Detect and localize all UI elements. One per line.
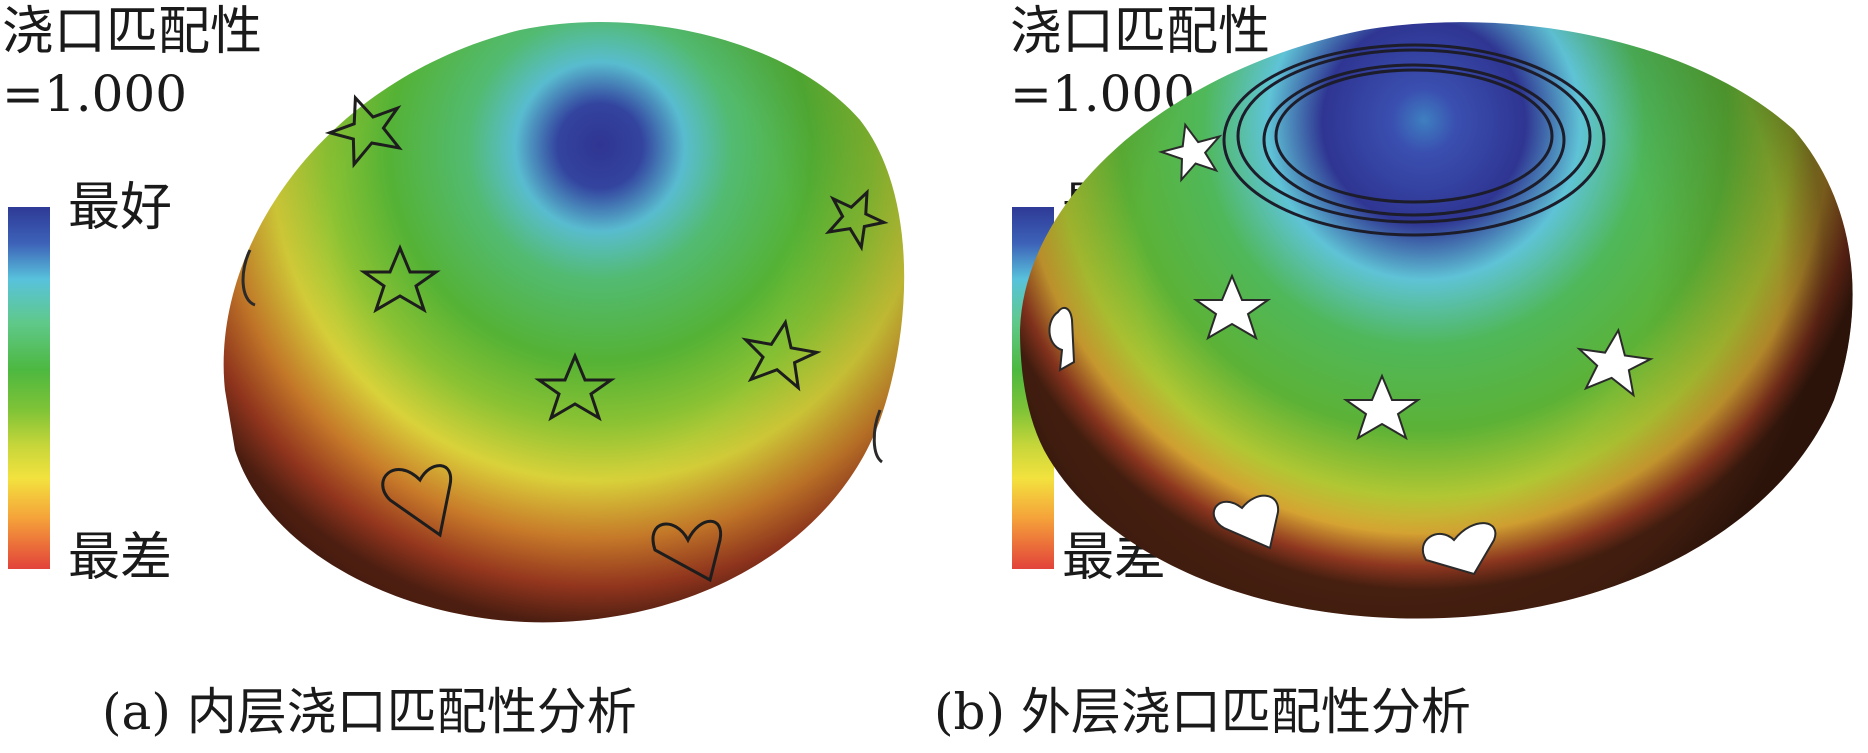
- gate-ring-icon: [1222, 43, 1606, 237]
- panel-inner-gate: 浇口匹配性 =1.000 最好 最差: [2, 2, 905, 741]
- panel-outer-gate: 浇口匹配性 =1.000 最好 最差: [934, 0, 1868, 753]
- gate-matching-value: =1.000: [2, 65, 188, 123]
- heart-filled-icon: [1048, 306, 1497, 576]
- panel-a-caption: (a) 内层浇口匹配性分析: [102, 683, 637, 741]
- heart-outline-icon: [381, 464, 723, 583]
- outer-shell-heatmap: [1020, 22, 1853, 619]
- legend-best-label: 最好: [68, 178, 173, 238]
- edge-feature-icon: [241, 249, 884, 464]
- inner-shell-heatmap: [223, 22, 905, 623]
- star-filled-icon: [1158, 122, 1654, 441]
- panel-b-caption: (b) 外层浇口匹配性分析: [934, 683, 1471, 741]
- legend-worst-label: 最差: [68, 528, 173, 588]
- gate-matching-title: 浇口匹配性: [1010, 2, 1271, 62]
- star-outline-icon: [324, 94, 889, 422]
- gate-matching-title: 浇口匹配性: [2, 2, 263, 62]
- color-scale-bar: [8, 207, 50, 569]
